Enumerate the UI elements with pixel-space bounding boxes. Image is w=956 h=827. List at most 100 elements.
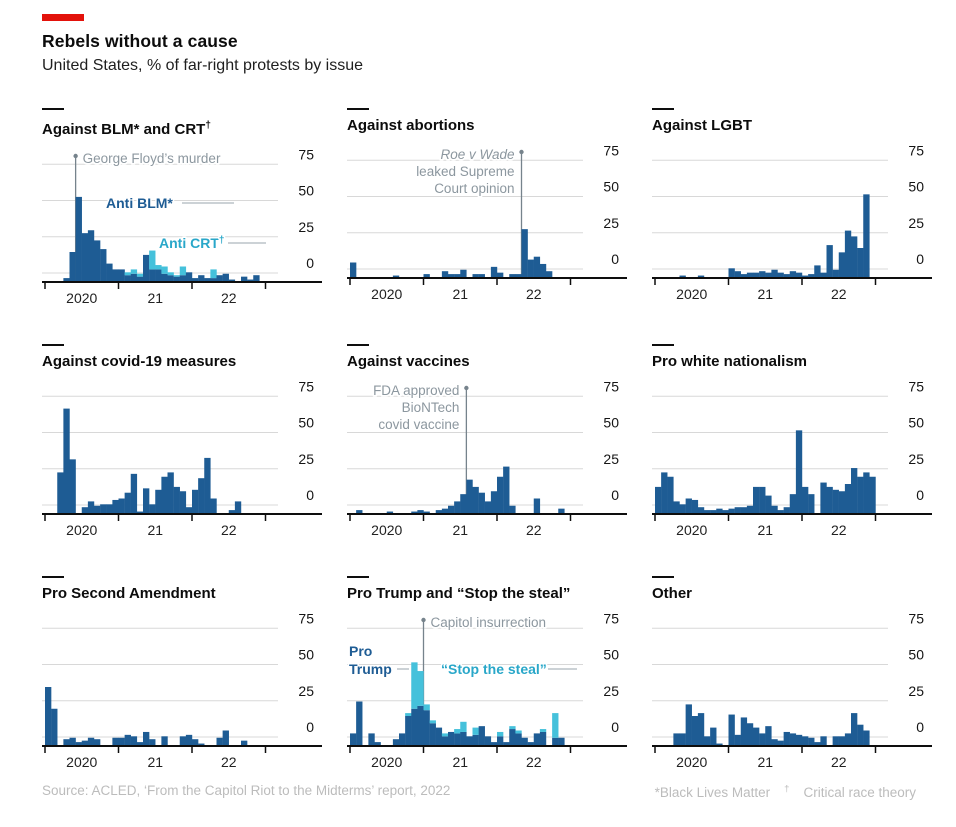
- svg-text:25: 25: [908, 215, 924, 231]
- svg-text:25: 25: [298, 451, 314, 467]
- svg-text:25: 25: [603, 683, 619, 699]
- panel-title: Other: [652, 585, 693, 602]
- panel-against-blm-and-crt: Against BLM* and CRT† 0 25 50 75 2020 21 22 Geo…: [42, 108, 322, 318]
- svg-text:BioNTech: BioNTech: [402, 400, 460, 415]
- svg-text:0: 0: [306, 719, 314, 735]
- svg-text:Anti BLM*: Anti BLM*: [106, 195, 173, 211]
- panel-against-lgbt: Against LGBT 0 25 50 75 2020 21 22: [652, 108, 932, 318]
- figure-footer: Source: ACLED, ‘From the Capitol Riot to…: [42, 783, 916, 800]
- panel-against-vaccines: Against vaccines 0 25 50 75 2020 21 22 FDA appr…: [347, 344, 627, 550]
- panel-tick: [652, 576, 674, 578]
- panel-tick: [347, 576, 369, 578]
- svg-text:50: 50: [908, 415, 924, 431]
- svg-text:Roe v Wade: Roe v Wade: [440, 147, 514, 162]
- panel-title: Pro Second Amendment: [42, 585, 216, 602]
- panel-tick: [347, 344, 369, 346]
- svg-text:2020: 2020: [66, 290, 97, 306]
- svg-text:Court opinion: Court opinion: [434, 181, 514, 196]
- footnotes: *Black Lives Matter † Critical race theory: [641, 783, 916, 800]
- footnote-blm: *Black Lives Matter: [654, 784, 771, 800]
- panel-tick: [42, 576, 64, 578]
- svg-text:George Floyd’s murder: George Floyd’s murder: [83, 151, 221, 166]
- svg-text:0: 0: [611, 719, 619, 735]
- svg-text:50: 50: [603, 179, 619, 195]
- panel-title: Against BLM* and CRT†: [42, 120, 211, 138]
- svg-text:22: 22: [831, 522, 847, 538]
- chart-svg-against-vaccines: 0 25 50 75 2020 21 22 FDA approved BioNTech covid…: [347, 378, 627, 538]
- svg-text:75: 75: [908, 610, 924, 626]
- svg-text:2020: 2020: [66, 522, 97, 538]
- svg-text:50: 50: [298, 183, 314, 199]
- svg-text:21: 21: [147, 522, 163, 538]
- figure-subtitle: United States, % of far-right protests b…: [42, 57, 364, 74]
- svg-text:25: 25: [908, 683, 924, 699]
- svg-text:2020: 2020: [371, 754, 402, 770]
- svg-text:21: 21: [452, 754, 468, 770]
- chart-svg-against-abortions: 0 25 50 75 2020 21 22 Roe v Wade leaked Supreme C…: [347, 142, 627, 302]
- svg-text:0: 0: [611, 487, 619, 503]
- panel-other: Other 0 25 50 75 2020 21 22: [652, 576, 932, 782]
- chart-svg-against-blm-and-crt: 0 25 50 75 2020 21 22 George Floyd’s murder Anti…: [42, 146, 322, 306]
- svg-text:25: 25: [603, 215, 619, 231]
- panel-title: Against vaccines: [347, 353, 470, 370]
- svg-text:22: 22: [221, 290, 237, 306]
- svg-text:25: 25: [603, 451, 619, 467]
- chart-svg-against-lgbt: 0 25 50 75 2020 21 22: [652, 142, 932, 302]
- svg-text:“Stop the steal”: “Stop the steal”: [441, 661, 547, 677]
- svg-text:21: 21: [452, 286, 468, 302]
- svg-text:75: 75: [298, 146, 314, 162]
- svg-text:50: 50: [298, 647, 314, 663]
- svg-text:75: 75: [908, 142, 924, 158]
- svg-text:0: 0: [916, 487, 924, 503]
- svg-text:covid vaccine: covid vaccine: [378, 417, 459, 432]
- figure-title: Rebels without a cause: [42, 31, 238, 51]
- svg-text:0: 0: [916, 719, 924, 735]
- svg-text:2020: 2020: [676, 522, 707, 538]
- svg-text:Anti CRT†: Anti CRT†: [159, 235, 224, 252]
- svg-text:0: 0: [306, 255, 314, 271]
- svg-text:2020: 2020: [371, 286, 402, 302]
- footnote-crt: † Critical race theory: [784, 783, 916, 800]
- source-note: Source: ACLED, ‘From the Capitol Riot to…: [42, 783, 451, 798]
- svg-text:75: 75: [298, 378, 314, 394]
- svg-text:Capitol insurrection: Capitol insurrection: [431, 615, 547, 630]
- svg-text:leaked Supreme: leaked Supreme: [416, 164, 514, 179]
- panel-pro-trump-stop-the-steal: Pro Trump and “Stop the steal” 0 25 50 75 20…: [347, 576, 627, 782]
- panel-tick: [42, 344, 64, 346]
- svg-text:2020: 2020: [66, 754, 97, 770]
- svg-text:0: 0: [916, 251, 924, 267]
- dagger-mark: †: [784, 783, 790, 794]
- svg-text:22: 22: [526, 754, 542, 770]
- panel-title: Against abortions: [347, 117, 475, 134]
- panel-title: Pro white nationalism: [652, 353, 808, 370]
- svg-text:21: 21: [452, 522, 468, 538]
- svg-text:22: 22: [221, 522, 237, 538]
- svg-text:Trump: Trump: [349, 661, 392, 677]
- panel-tick: [42, 108, 64, 110]
- svg-text:22: 22: [831, 754, 847, 770]
- chart-svg-against-covid-measures: 0 25 50 75 2020 21 22: [42, 378, 322, 538]
- panel-title: Against covid-19 measures: [42, 353, 237, 370]
- svg-text:50: 50: [908, 179, 924, 195]
- svg-text:21: 21: [757, 286, 773, 302]
- svg-text:2020: 2020: [371, 522, 402, 538]
- svg-text:75: 75: [603, 142, 619, 158]
- panel-tick: [652, 344, 674, 346]
- svg-text:FDA approved: FDA approved: [373, 383, 459, 398]
- panel-pro-second-amendment: Pro Second Amendment 0 25 50 75 2020 21 22: [42, 576, 322, 782]
- svg-text:21: 21: [147, 754, 163, 770]
- svg-text:50: 50: [298, 415, 314, 431]
- panel-title: Pro Trump and “Stop the steal”: [347, 585, 571, 602]
- panel-tick: [652, 108, 674, 110]
- svg-text:22: 22: [526, 286, 542, 302]
- svg-text:22: 22: [526, 522, 542, 538]
- svg-text:0: 0: [306, 487, 314, 503]
- chart-svg-pro-white-nationalism: 0 25 50 75 2020 21 22: [652, 378, 932, 538]
- svg-text:25: 25: [298, 683, 314, 699]
- svg-text:25: 25: [908, 451, 924, 467]
- svg-text:50: 50: [908, 647, 924, 663]
- chart-svg-pro-trump-stop-the-steal: 0 25 50 75 2020 21 22 Capitol insurrection Pro Tr…: [347, 610, 627, 770]
- svg-text:50: 50: [603, 647, 619, 663]
- chart-svg-other: 0 25 50 75 2020 21 22: [652, 610, 932, 770]
